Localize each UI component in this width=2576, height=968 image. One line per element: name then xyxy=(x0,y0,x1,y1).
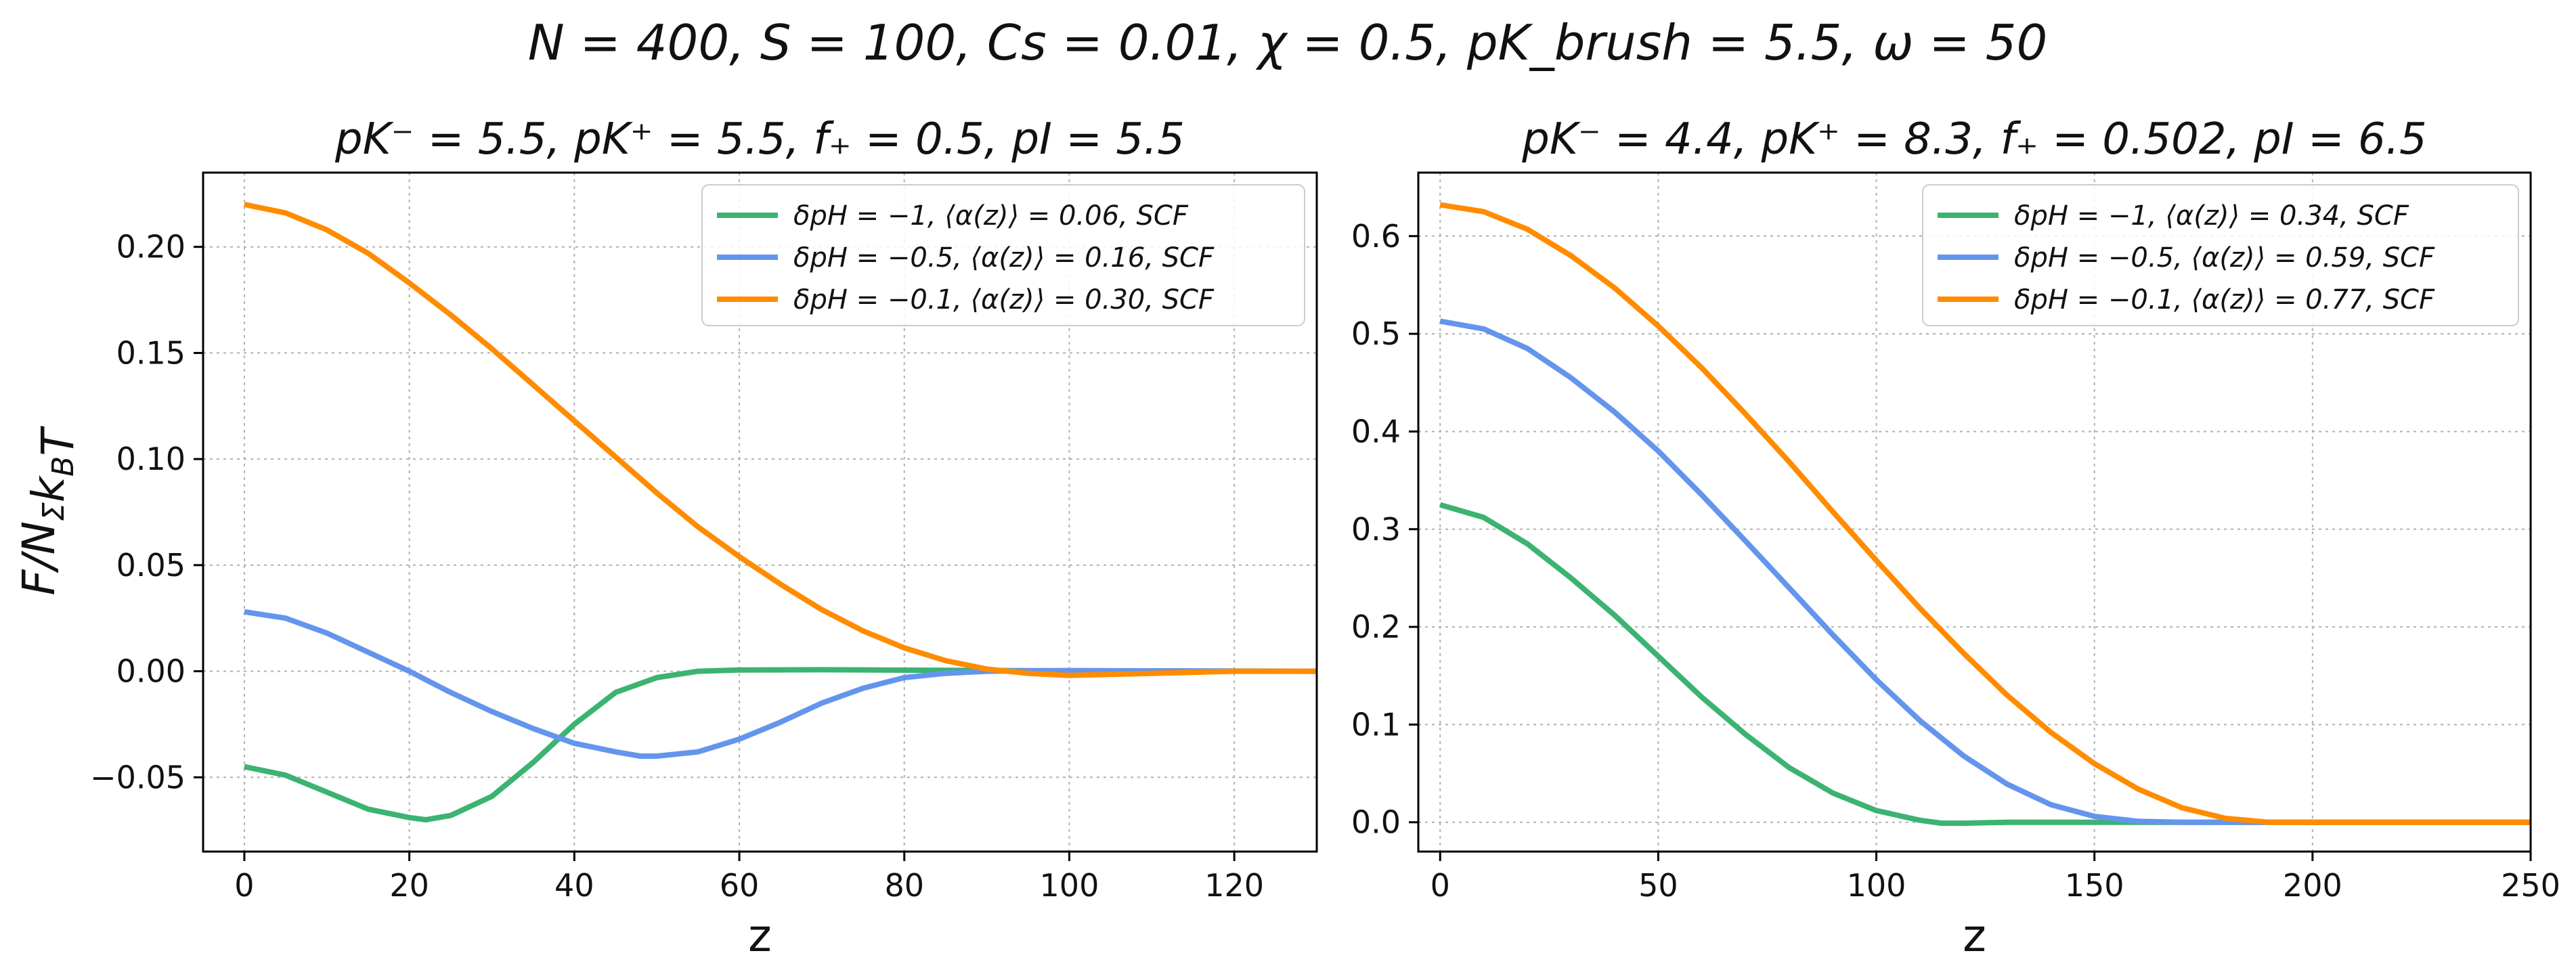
right-series-line-2 xyxy=(1439,202,2531,825)
left-x-tick-label: 80 xyxy=(884,867,924,904)
left-series-line-0 xyxy=(244,667,1317,822)
figure-suptitle: N = 400, S = 100, Cs = 0.01, χ = 0.5, pK… xyxy=(528,14,2048,71)
right-x-tick-label: 150 xyxy=(2065,867,2124,904)
right-x-axis-label: z xyxy=(1963,910,1986,962)
right-series-line-0 xyxy=(1439,502,2531,827)
right-chart-title: pK⁻ = 4.4, pK⁺ = 8.3, f₊ = 0.502, pI = 6… xyxy=(1521,114,2426,164)
right-y-tick-label: 0.1 xyxy=(1351,706,1401,743)
left-y-tick-label: 0.00 xyxy=(116,653,185,690)
left-series-group xyxy=(244,202,1317,822)
right-legend-label: δpH = −1, ⟨α(z)⟩ = 0.34, SCF xyxy=(2014,200,2409,232)
right-legend-label: δpH = −0.1, ⟨α(z)⟩ = 0.77, SCF xyxy=(2014,284,2435,315)
left-legend-label: δpH = −0.5, ⟨α(z)⟩ = 0.16, SCF xyxy=(793,242,1215,273)
left-x-tick-label: 100 xyxy=(1040,867,1099,904)
right-chart-panel: pK⁻ = 4.4, pK⁺ = 8.3, f₊ = 0.502, pI = 6… xyxy=(1351,114,2560,962)
right-axes-frame xyxy=(1417,171,2532,853)
left-y-tick-label: 0.15 xyxy=(116,334,185,371)
left-y-tick-label: 0.05 xyxy=(116,547,185,584)
left-legend-label: δpH = −0.1, ⟨α(z)⟩ = 0.30, SCF xyxy=(793,284,1215,315)
left-y-tick-label: 0.20 xyxy=(116,229,185,265)
left-y-axis-label: F/NΣkBT xyxy=(13,426,84,596)
left-legend-box xyxy=(701,184,1305,326)
left-legend-label: δpH = −1, ⟨α(z)⟩ = 0.06, SCF xyxy=(793,200,1189,232)
left-x-tick-label: 60 xyxy=(720,867,760,904)
right-series-line-1 xyxy=(1439,318,2531,825)
right-x-tick-label: 50 xyxy=(1638,867,1678,904)
right-legend-box xyxy=(1922,184,2519,326)
right-y-tick-label: 0.4 xyxy=(1351,413,1401,449)
right-y-tick-label: 0.6 xyxy=(1351,218,1401,255)
left-x-tick-label: 0 xyxy=(234,867,254,904)
left-axes-frame xyxy=(202,171,1318,853)
left-chart-title: pK⁻ = 5.5, pK⁺ = 5.5, f₊ = 0.5, pI = 5.5 xyxy=(334,114,1185,164)
right-legend: δpH = −1, ⟨α(z)⟩ = 0.34, SCF δpH = −0.5, … xyxy=(1922,184,2519,326)
right-y-tick-label: 0.0 xyxy=(1351,804,1401,841)
left-x-tick-label: 40 xyxy=(554,867,594,904)
left-chart-panel: pK⁻ = 5.5, pK⁺ = 5.5, f₊ = 0.5, pI = 5.5… xyxy=(13,114,1318,962)
right-x-tick-label: 0 xyxy=(1431,867,1450,904)
left-legend: δpH = −1, ⟨α(z)⟩ = 0.06, SCF δpH = −0.5, … xyxy=(701,184,1305,326)
right-x-tick-label: 100 xyxy=(1847,867,1906,904)
right-x-tick-label: 200 xyxy=(2283,867,2342,904)
right-x-tick-label: 250 xyxy=(2501,867,2560,904)
left-x-tick-label: 120 xyxy=(1204,867,1264,904)
right-series-group xyxy=(1439,202,2531,827)
left-y-tick-label: 0.10 xyxy=(116,441,185,477)
right-y-tick-label: 0.2 xyxy=(1351,609,1401,645)
left-x-axis-label: z xyxy=(748,910,772,962)
left-series-line-1 xyxy=(244,609,1317,759)
left-x-tick-label: 20 xyxy=(389,867,429,904)
right-legend-label: δpH = −0.5, ⟨α(z)⟩ = 0.59, SCF xyxy=(2014,242,2435,273)
left-series-line-2 xyxy=(244,202,1317,678)
right-y-tick-label: 0.3 xyxy=(1351,511,1401,548)
right-y-tick-label: 0.5 xyxy=(1351,315,1401,352)
left-y-tick-label: −0.05 xyxy=(90,759,185,795)
